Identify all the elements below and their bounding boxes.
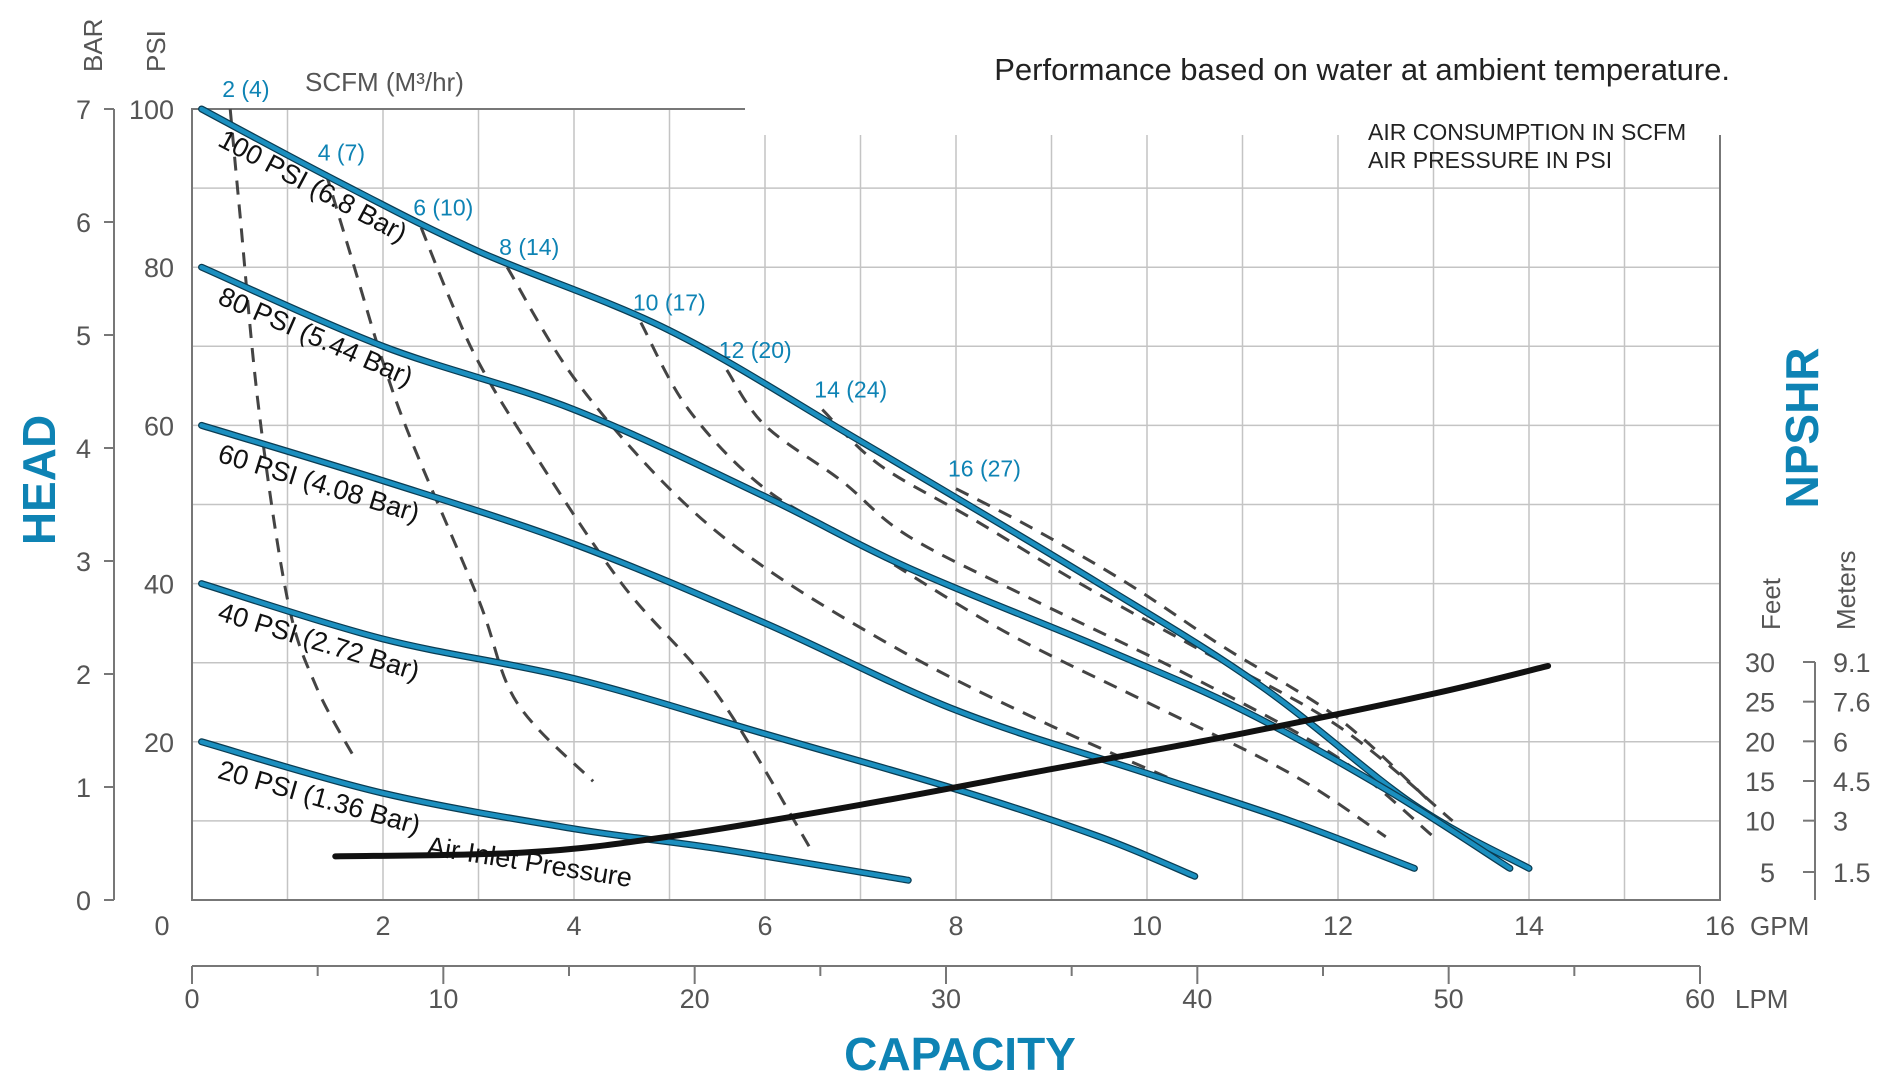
npshr-tick-label-feet: 25: [1745, 688, 1775, 718]
x-tick-label-gpm: 16: [1705, 911, 1735, 941]
air-consumption-curve: [324, 171, 595, 783]
npshr-tick-label-meters: 9.1: [1833, 648, 1871, 678]
air-consumption-label: 12 (20): [719, 337, 792, 363]
y-tick-label-bar: 6: [76, 208, 91, 238]
x-tick-label-lpm: 0: [184, 984, 199, 1014]
x-tick-label-lpm: 20: [680, 984, 710, 1014]
x-tick-label-gpm: 12: [1323, 911, 1353, 941]
air-consumption-label: 2 (4): [222, 76, 269, 102]
x-tick-label-lpm: 40: [1182, 984, 1212, 1014]
npshr-curve: [332, 662, 1552, 860]
air-consumption-curve: [505, 266, 1196, 791]
air-consumption-label: 16 (27): [948, 456, 1021, 482]
air-consumption-curve: [821, 408, 1454, 823]
y-tick-label-bar: 3: [76, 547, 91, 577]
y-tick-label-bar: 1: [76, 773, 91, 803]
axes: 0 2 4 6 8 10 12 14 160 10 20 30 40 50 6020406080100012…: [76, 95, 1871, 1014]
npshr-tick-label-feet: 20: [1745, 727, 1775, 757]
x-tick-label-gpm: 8: [948, 911, 963, 941]
npshr-tick-label-feet: 10: [1745, 807, 1775, 837]
air-consumption-note: AIR CONSUMPTION IN SCFM: [1368, 119, 1686, 145]
chart-title: Performance based on water at ambient te…: [994, 52, 1730, 87]
air-consumption-label: 6 (10): [413, 195, 473, 221]
air-consumption-curve: [639, 321, 1387, 838]
air-consumption-curve: [228, 108, 356, 759]
npshr-tick-label-feet: 15: [1745, 767, 1775, 797]
x-axis-title: CAPACITY: [844, 1028, 1076, 1077]
psi-unit-label: PSI: [141, 30, 171, 72]
air-consumption-label: 14 (24): [814, 377, 887, 403]
pressure-curve: [199, 423, 1417, 871]
npshr-tick-label-meters: 3: [1833, 807, 1848, 837]
air-consumption-curve: [955, 487, 1435, 807]
x-tick-label-gpm: 6: [757, 911, 772, 941]
pressure-curve: [199, 739, 911, 883]
npshr-tick-label-feet: 5: [1760, 858, 1775, 888]
y-tick-label-bar: 5: [76, 321, 91, 351]
x-tick-label-gpm: 2: [375, 911, 390, 941]
pressure-curve: [199, 264, 1513, 871]
y-tick-label-psi: 80: [144, 253, 174, 283]
air-consumption-curve: [725, 369, 1435, 838]
feet-unit-label: Feet: [1756, 577, 1786, 630]
x-tick-label-gpm: 4: [566, 911, 581, 941]
x-tick-label-gpm: 10: [1132, 911, 1162, 941]
x-tick-label-lpm: 50: [1434, 984, 1464, 1014]
scfm-header: SCFM (M³/hr): [305, 67, 464, 97]
y-tick-label-psi: 100: [129, 95, 174, 125]
y-tick-label-psi: 20: [144, 728, 174, 758]
gpm-unit-label: GPM: [1750, 911, 1809, 941]
y-tick-label-bar: 2: [76, 660, 91, 690]
pressure-curve: [199, 581, 1197, 879]
lpm-unit-label: LPM: [1735, 984, 1788, 1014]
npshr-tick-label-meters: 1.5: [1833, 858, 1871, 888]
y-axis-title: HEAD: [13, 415, 65, 545]
air-consumption-label: 10 (17): [633, 290, 706, 316]
y-tick-label-bar: 4: [76, 434, 91, 464]
grid: [192, 109, 1720, 900]
npshr-tick-label-meters: 6: [1833, 727, 1848, 757]
x-tick-label-lpm: 10: [428, 984, 458, 1014]
bar-unit-label: BAR: [78, 19, 108, 72]
npshr-tick-label-meters: 4.5: [1833, 767, 1871, 797]
y-tick-label-bar: 0: [76, 886, 91, 916]
air-pressure-note: AIR PRESSURE IN PSI: [1368, 147, 1612, 173]
air-consumption-curves: 2 (4) 4 (7) 6 (10) 8 (14) 10 (17) 12 (20) 14 (…: [222, 76, 1454, 854]
x-tick-label-gpm: 14: [1514, 911, 1544, 941]
npshr-axis-title: NPSHR: [1776, 347, 1828, 508]
x-tick-label-lpm: 60: [1685, 984, 1715, 1014]
x-tick-label-lpm: 30: [931, 984, 961, 1014]
y-tick-label-psi: 60: [144, 411, 174, 441]
air-consumption-label: 4 (7): [318, 139, 365, 165]
y-tick-label-psi: 40: [144, 570, 174, 600]
pressure-curve: [199, 106, 1532, 871]
y-tick-label-bar: 7: [76, 95, 91, 125]
npshr-tick-label-feet: 30: [1745, 648, 1775, 678]
npshr-tick-label-meters: 7.6: [1833, 688, 1871, 718]
x-tick-label-gpm: 0: [154, 911, 169, 941]
meters-unit-label: Meters: [1831, 551, 1861, 630]
air-consumption-label: 8 (14): [499, 234, 559, 260]
air-consumption-curve: [419, 227, 815, 854]
